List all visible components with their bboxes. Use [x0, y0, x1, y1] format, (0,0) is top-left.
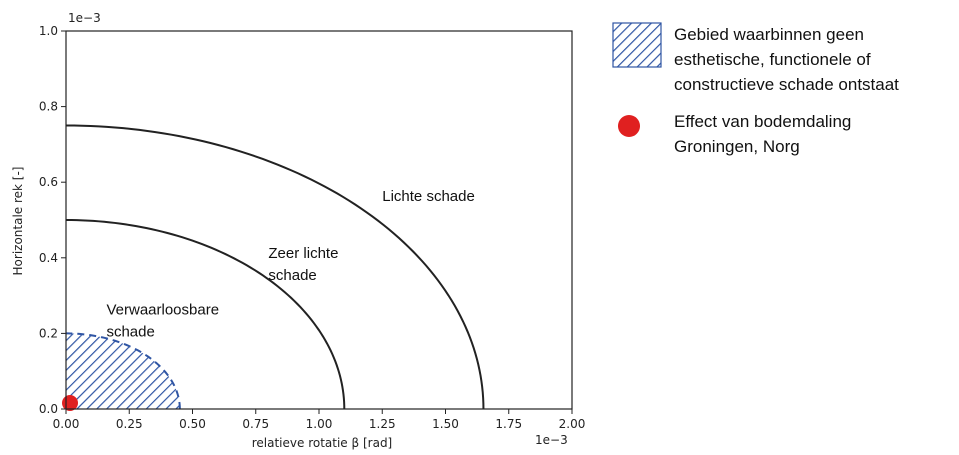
y-tick-label: 0.8 [39, 100, 58, 114]
hatched-area-fill [66, 333, 180, 409]
x-tick-label: 0.50 [179, 417, 206, 431]
annotation-label-2: Verwaarloosbare schade [106, 302, 219, 341]
y-tick-label: 1.0 [39, 24, 58, 38]
y-tick-label: 0.2 [39, 326, 58, 340]
x-tick-label: 2.00 [559, 417, 586, 431]
y-exponent: 1e−3 [68, 11, 101, 25]
damage-boundary-curve-1 [65, 219, 346, 410]
y-tick-label: 0.4 [39, 251, 58, 265]
x-tick-label: 1.75 [495, 417, 522, 431]
chart: 0.00 0.25 0.50 0.75 1.00 1.25 1.50 1.75 2.00 0.0 0… [11, 11, 586, 450]
legend-item-effect-point: Effect van bodemdaling Groningen, Norg [612, 109, 957, 159]
hatch-swatch-icon [612, 22, 662, 68]
x-tick-label: 0.00 [53, 417, 80, 431]
hatched-area-boundary [65, 332, 181, 410]
annotation-label-0: Lichte schade [382, 188, 475, 205]
x-tick-label: 1.50 [432, 417, 459, 431]
legend-label-hatched-area: Gebied waarbinnen geen esthetische, func… [674, 25, 899, 94]
annotation-label-1: Zeer lichte schade [268, 245, 338, 284]
red-dot-icon [618, 115, 640, 137]
x-axis-label: relatieve rotatie β [rad] [252, 436, 393, 450]
y-tick-label: 0.6 [39, 175, 58, 189]
x-tick-label: 0.25 [116, 417, 143, 431]
legend-item-hatched-area: Gebied waarbinnen geen esthetische, func… [612, 22, 957, 97]
y-tick-label: 0.0 [39, 402, 58, 416]
plot-frame [65, 30, 573, 410]
x-tick-label: 1.25 [369, 417, 396, 431]
damage-boundary-curve-0 [65, 124, 485, 410]
y-axis-label: Horizontale rek [-] [11, 167, 25, 276]
legend-label-effect-point: Effect van bodemdaling Groningen, Norg [674, 112, 852, 156]
x-tick-label: 1.00 [306, 417, 333, 431]
legend: Gebied waarbinnen geen esthetische, func… [612, 22, 957, 171]
x-tick-label: 0.75 [242, 417, 269, 431]
x-exponent: 1e−3 [535, 433, 568, 447]
